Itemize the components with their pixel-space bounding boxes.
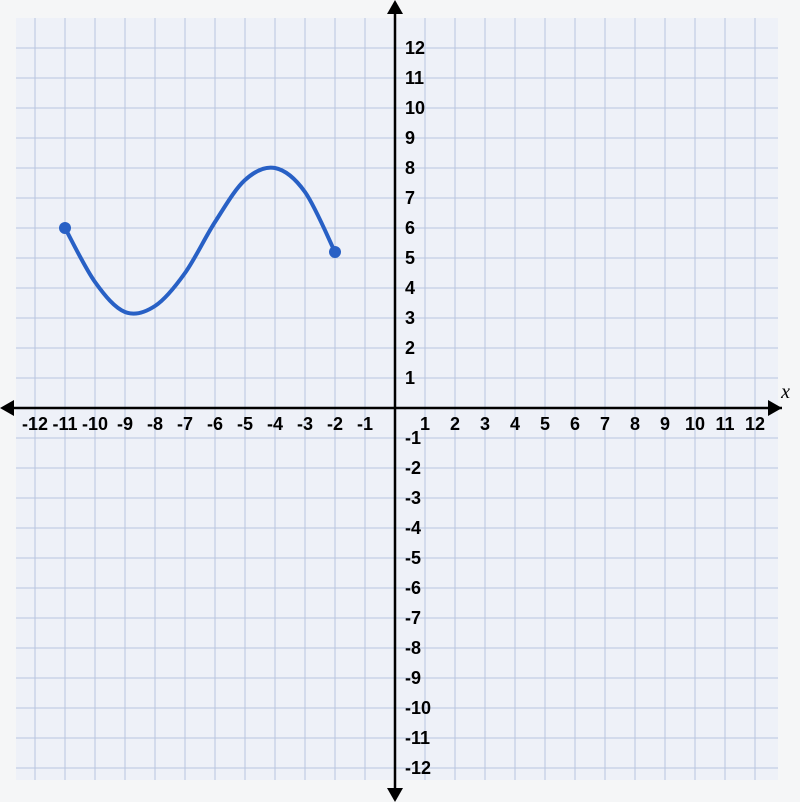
x-tick-label: -6	[207, 414, 223, 434]
x-axis-arrow-left	[0, 400, 14, 416]
y-tick-label: -12	[405, 758, 431, 778]
y-tick-label: 8	[405, 158, 415, 178]
y-tick-label: 7	[405, 188, 415, 208]
y-tick-label: -2	[405, 458, 421, 478]
coordinate-plane-chart: -12-11-10-9-8-7-6-5-4-3-2-11234567891011…	[0, 0, 800, 802]
x-axis-label: x	[780, 381, 790, 403]
y-tick-label: 9	[405, 128, 415, 148]
x-tick-label: 7	[600, 414, 610, 434]
x-tick-label: -4	[267, 414, 283, 434]
curve-endpoint-right	[329, 246, 341, 258]
y-tick-label: 6	[405, 218, 415, 238]
y-tick-label: -11	[405, 728, 430, 748]
y-tick-label: 10	[405, 98, 425, 118]
x-tick-label: -2	[327, 414, 343, 434]
y-tick-label: -8	[405, 638, 421, 658]
x-tick-label: 8	[630, 414, 640, 434]
y-tick-label: 5	[405, 248, 415, 268]
x-tick-label: -1	[357, 414, 373, 434]
x-tick-label: 10	[685, 414, 705, 434]
y-tick-label: -3	[405, 488, 421, 508]
curve-endpoint-left	[59, 222, 71, 234]
x-tick-label: -5	[237, 414, 253, 434]
y-tick-label: 3	[405, 308, 415, 328]
x-tick-label: 11	[715, 414, 734, 434]
y-tick-label: -1	[405, 428, 421, 448]
x-tick-label: -8	[147, 414, 163, 434]
y-tick-label: 2	[405, 338, 415, 358]
x-tick-label: 6	[570, 414, 580, 434]
y-tick-label: 1	[405, 368, 415, 388]
x-tick-label: 1	[420, 414, 430, 434]
x-tick-label: 9	[660, 414, 670, 434]
y-tick-label: 4	[405, 278, 415, 298]
y-tick-label: -10	[405, 698, 431, 718]
y-tick-label: -9	[405, 668, 421, 688]
x-tick-label: -3	[297, 414, 313, 434]
x-tick-label: 2	[450, 414, 460, 434]
y-axis-arrow-down	[387, 788, 403, 802]
x-tick-label: -9	[117, 414, 133, 434]
y-tick-label: -7	[405, 608, 421, 628]
y-axis-arrow-up	[387, 0, 403, 14]
x-tick-label: 3	[480, 414, 490, 434]
x-tick-label: -7	[177, 414, 193, 434]
x-tick-label: -12	[22, 414, 48, 434]
x-tick-label: 5	[540, 414, 550, 434]
y-tick-label: -5	[405, 548, 421, 568]
x-tick-label: 12	[745, 414, 765, 434]
chart-svg: -12-11-10-9-8-7-6-5-4-3-2-11234567891011…	[0, 0, 800, 802]
grid-background	[16, 18, 778, 780]
y-tick-label: 12	[405, 38, 425, 58]
y-tick-label: 11	[405, 68, 424, 88]
y-tick-label: -6	[405, 578, 421, 598]
x-tick-label: -11	[52, 414, 77, 434]
x-tick-label: -10	[82, 414, 108, 434]
y-tick-label: -4	[405, 518, 421, 538]
x-tick-label: 4	[510, 414, 520, 434]
